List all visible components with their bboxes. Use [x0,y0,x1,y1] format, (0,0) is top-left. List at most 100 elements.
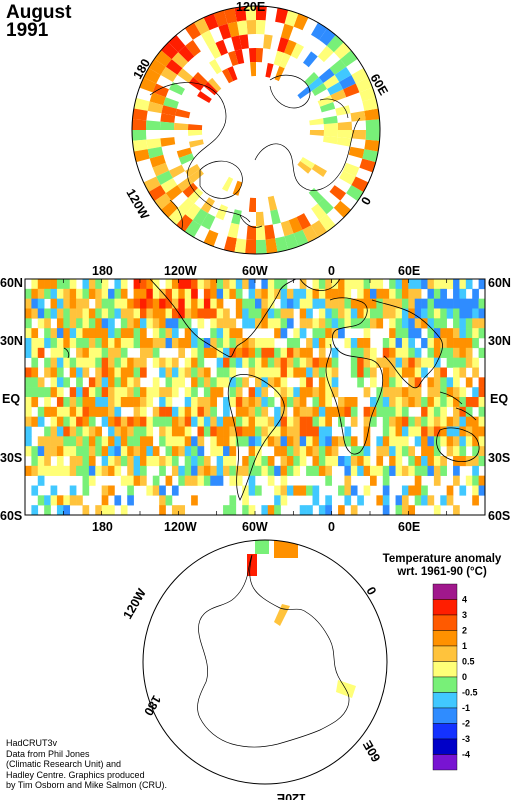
anomaly-cell [408,338,416,349]
anomaly-cell [25,397,32,408]
anomaly-cell [184,318,192,329]
north-polar-cell [293,13,309,31]
anomaly-cell [280,436,288,447]
anomaly-cell [63,446,71,457]
anomaly-cell [389,377,396,388]
anomaly-cell [446,397,454,408]
left-lat-label-60n: 60N [0,276,23,290]
anomaly-cell [478,456,485,467]
anomaly-cell [325,456,332,467]
anomaly-cell [453,505,460,515]
anomaly-cell [306,406,313,417]
anomaly-cell [82,347,90,358]
anomaly-cell [363,456,371,467]
north-polar-cell [201,30,216,47]
anomaly-cell [127,377,134,388]
anomaly-cell [25,367,32,378]
anomaly-cell [210,308,217,319]
anomaly-cell [95,347,102,358]
north-polar-cell [275,236,289,253]
anomaly-cell [357,495,364,506]
anomaly-cell [433,328,441,339]
anomaly-cell [76,338,83,349]
anomaly-cell [331,318,339,329]
north-polar-cell [178,153,195,165]
anomaly-cell [184,406,192,417]
anomaly-cell [376,406,384,417]
anomaly-cell [440,456,447,467]
legend-tick-label: 0 [462,672,467,682]
anomaly-cell [248,485,256,496]
anomaly-cell [88,338,96,349]
anomaly-cell [286,485,294,496]
anomaly-cell [344,456,352,467]
anomaly-cell [427,298,435,309]
north-polar-cell [293,229,309,247]
anomaly-cell [56,377,64,388]
anomaly-cell [389,347,396,358]
anomaly-cell [286,347,294,358]
anomaly-cell [459,318,467,329]
anomaly-cell [184,298,192,309]
anomaly-cell [56,279,64,290]
north-polar-cell [161,105,177,116]
anomaly-cell [267,318,275,329]
anomaly-cell [95,279,102,290]
anomaly-cell [401,357,409,368]
anomaly-cell [31,456,39,467]
anomaly-cell [382,357,390,368]
anomaly-cell [395,387,403,398]
anomaly-cell [312,416,320,427]
anomaly-cell [127,495,134,506]
anomaly-cell [370,298,377,309]
anomaly-cell [395,505,403,515]
anomaly-cell [280,377,288,388]
anomaly-cell [267,298,275,309]
anomaly-cell [44,505,51,515]
north-polar-cell [330,89,347,102]
anomaly-cell [344,436,352,447]
anomaly-cell [242,377,249,388]
anomaly-cell [216,377,224,388]
anomaly-cell [25,308,32,319]
anomaly-cell [108,338,115,349]
anomaly-cell [421,495,428,506]
anomaly-cell [472,328,479,339]
anomaly-cell [350,308,358,319]
anomaly-cell [171,406,179,417]
anomaly-cell [95,436,102,447]
anomaly-cell [363,279,371,290]
anomaly-cell [127,328,134,339]
anomaly-cell [127,308,134,319]
anomaly-cell [82,288,90,299]
anomaly-cell [344,495,352,506]
anomaly-cell [440,347,447,358]
anomaly-cell [286,308,294,319]
north-polar-cell [245,239,256,254]
south-polar-map: 120W 0 60E 180 120E [120,539,388,800]
anomaly-cell [229,397,237,408]
anomaly-cell [50,495,58,506]
anomaly-cell [465,279,473,290]
anomaly-cell [37,279,45,290]
anomaly-cell [414,426,422,437]
anomaly-cell [440,406,447,417]
anomaly-cell [216,279,224,290]
anomaly-cell [165,328,173,339]
anomaly-cell [216,347,224,358]
anomaly-cell [325,298,332,309]
anomaly-cell [299,357,307,368]
anomaly-cell [459,298,467,309]
north-polar-cell [234,49,245,65]
anomaly-cell [453,416,460,427]
anomaly-cell [318,397,326,408]
anomaly-cell [88,456,96,467]
anomaly-cell [389,288,396,299]
anomaly-cell [242,485,249,496]
anomaly-cell [114,397,122,408]
anomaly-cell [299,485,307,496]
anomaly-cell [248,318,256,329]
north-polar-cell [256,239,267,254]
anomaly-cell [242,357,249,368]
anomaly-cell [325,288,332,299]
